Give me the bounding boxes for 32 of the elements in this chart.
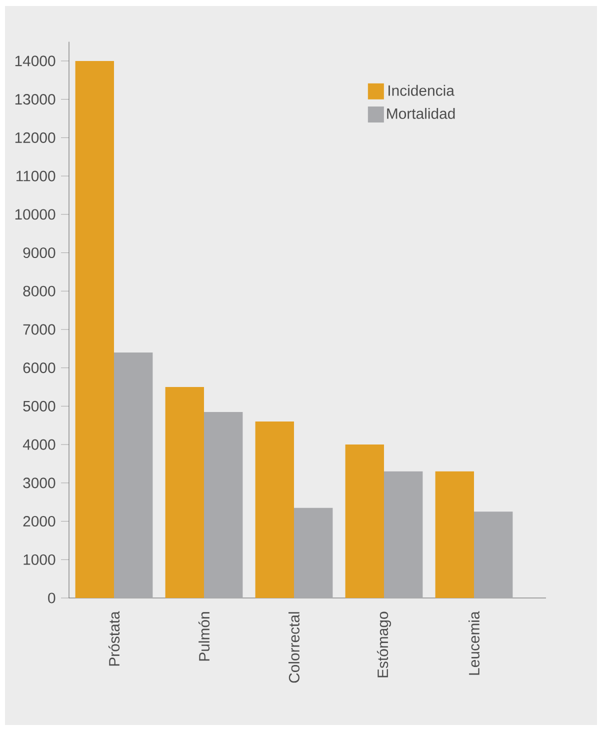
x-tick-label: Estómago xyxy=(376,612,392,678)
legend-label: Mortalidad xyxy=(387,108,455,119)
x-tick-label: Colorrectal xyxy=(288,612,300,683)
bar xyxy=(474,512,513,598)
bar xyxy=(255,422,294,598)
bar xyxy=(435,471,474,598)
y-tick-label: 5000 xyxy=(23,400,56,412)
x-tick-label: Leucemia xyxy=(468,611,480,675)
x-tick-label: Pulmón xyxy=(198,612,210,661)
bar xyxy=(114,352,153,598)
bar xyxy=(165,387,204,598)
y-tick-label: 6000 xyxy=(23,362,56,374)
bar xyxy=(345,444,384,598)
y-tick-label: 3000 xyxy=(23,478,56,488)
y-tick-label: 14000 xyxy=(15,56,56,66)
y-tick-label: 12000 xyxy=(15,132,56,143)
y-tick-label: 1000 xyxy=(24,554,56,565)
bar xyxy=(384,471,423,598)
y-tick-label: 2000 xyxy=(23,516,56,527)
y-tick-label: 0 xyxy=(48,592,56,604)
bar xyxy=(75,60,114,598)
legend-label: Incidencia xyxy=(388,84,454,96)
y-tick-label: 13000 xyxy=(15,94,56,105)
y-tick-label: 9000 xyxy=(23,247,56,258)
y-tick-label: 11000 xyxy=(16,170,56,182)
bar xyxy=(294,508,333,598)
bar xyxy=(204,412,243,598)
y-tick-label: 7000 xyxy=(23,324,56,335)
y-tick-label: 8000 xyxy=(23,286,56,296)
x-tick-label: Próstata xyxy=(108,611,120,666)
y-tick-label: 10000 xyxy=(15,209,56,220)
y-tick-label: 4000 xyxy=(22,439,56,450)
